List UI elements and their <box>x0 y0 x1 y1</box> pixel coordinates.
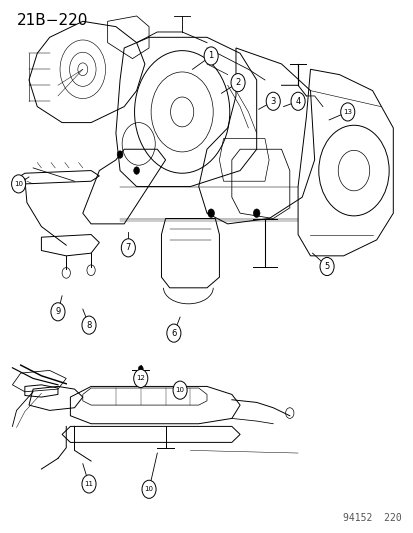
Text: 2: 2 <box>235 78 240 87</box>
Text: 21B−220: 21B−220 <box>17 13 88 28</box>
Circle shape <box>142 480 156 498</box>
Text: 7: 7 <box>126 244 131 252</box>
Circle shape <box>204 47 218 65</box>
Circle shape <box>117 151 123 158</box>
Circle shape <box>82 316 96 334</box>
Circle shape <box>166 324 180 342</box>
Circle shape <box>51 303 65 321</box>
Text: 10: 10 <box>14 181 23 187</box>
Text: 4: 4 <box>295 97 300 106</box>
Text: 1: 1 <box>208 52 213 60</box>
Circle shape <box>173 381 187 399</box>
Text: 9: 9 <box>55 308 60 316</box>
Text: 11: 11 <box>84 481 93 487</box>
Circle shape <box>340 103 354 121</box>
Text: 3: 3 <box>270 97 275 106</box>
Circle shape <box>253 209 259 217</box>
Text: 13: 13 <box>342 109 351 115</box>
Text: 94152  220: 94152 220 <box>342 513 401 523</box>
Text: 8: 8 <box>86 321 91 329</box>
Circle shape <box>82 475 96 493</box>
Text: 10: 10 <box>175 387 184 393</box>
Text: 12: 12 <box>136 375 145 382</box>
Circle shape <box>133 369 147 387</box>
Circle shape <box>133 167 139 174</box>
Circle shape <box>319 257 333 276</box>
Circle shape <box>12 175 26 193</box>
Circle shape <box>230 74 244 92</box>
Text: 5: 5 <box>324 262 329 271</box>
Circle shape <box>138 366 143 372</box>
Text: 10: 10 <box>144 486 153 492</box>
Circle shape <box>290 92 304 110</box>
Circle shape <box>266 92 280 110</box>
Circle shape <box>207 209 214 217</box>
Circle shape <box>121 239 135 257</box>
Text: 6: 6 <box>171 329 176 337</box>
